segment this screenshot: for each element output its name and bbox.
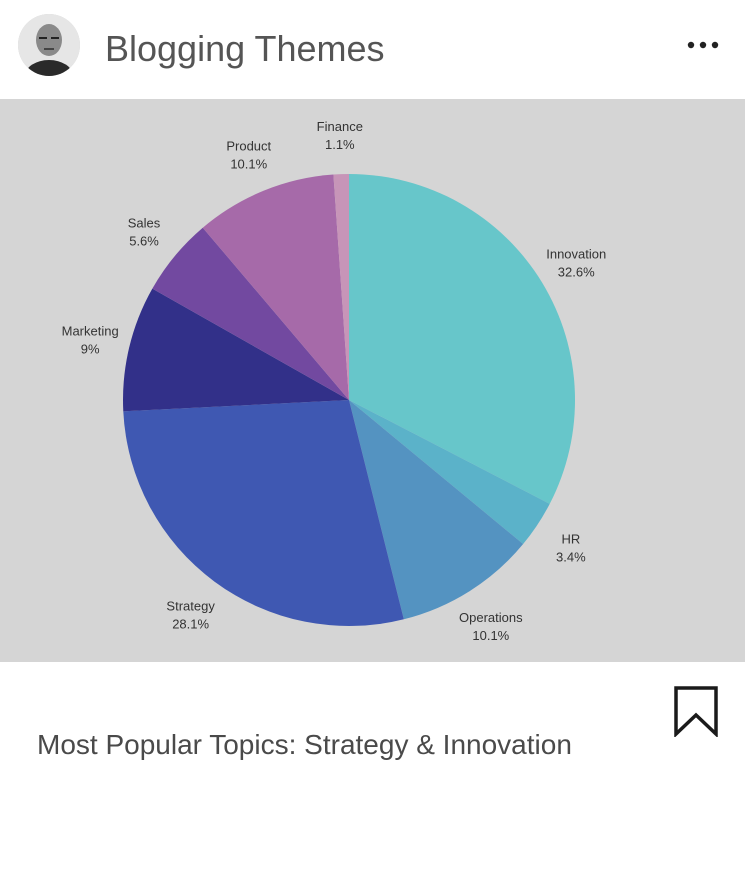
pie-slice-operations bbox=[349, 400, 524, 620]
pie-slice-innovation bbox=[349, 174, 575, 504]
pie-chart-svg: Innovation 32.6% HR 3.4% Operations 10.1% Stra… bbox=[62, 119, 607, 643]
slice-label-marketing: Marketing bbox=[62, 324, 119, 339]
bookmark-icon[interactable] bbox=[672, 685, 720, 737]
pie-slice-finance bbox=[333, 174, 349, 400]
pie-chart: Innovation 32.6% HR 3.4% Operations 10.1% Stra… bbox=[0, 99, 745, 662]
slice-value-sales: 5.6% bbox=[129, 233, 159, 248]
slice-value-marketing: 9% bbox=[81, 342, 100, 357]
more-dots-icon[interactable] bbox=[683, 30, 723, 60]
slice-value-innovation: 32.6% bbox=[558, 265, 595, 280]
post-header: Blogging Themes bbox=[0, 0, 745, 99]
pie-slice-strategy bbox=[123, 400, 404, 626]
pie-slice-hr bbox=[349, 400, 550, 545]
slice-value-strategy: 28.1% bbox=[172, 617, 209, 632]
slice-value-product: 10.1% bbox=[230, 157, 267, 172]
slice-value-hr: 3.4% bbox=[556, 550, 586, 565]
post-caption: Most Popular Topics: Strategy & Innovati… bbox=[37, 729, 572, 760]
pie-slice-marketing bbox=[123, 288, 350, 412]
slice-label-sales: Sales bbox=[128, 215, 161, 230]
slice-label-innovation: Innovation bbox=[546, 247, 606, 262]
slice-label-operations: Operations bbox=[459, 610, 523, 625]
slice-label-hr: HR bbox=[561, 532, 580, 547]
page-title: Blogging Themes bbox=[105, 28, 385, 69]
pie-slice-product bbox=[202, 174, 349, 400]
slice-label-strategy: Strategy bbox=[166, 599, 215, 614]
avatar[interactable] bbox=[18, 14, 80, 76]
slice-value-finance: 1.1% bbox=[325, 137, 355, 152]
slice-label-product: Product bbox=[226, 139, 271, 154]
slice-value-operations: 10.1% bbox=[472, 628, 509, 643]
person-avatar-icon bbox=[18, 14, 80, 76]
pie-slice-sales bbox=[152, 227, 349, 400]
slice-label-finance: Finance bbox=[317, 119, 363, 134]
